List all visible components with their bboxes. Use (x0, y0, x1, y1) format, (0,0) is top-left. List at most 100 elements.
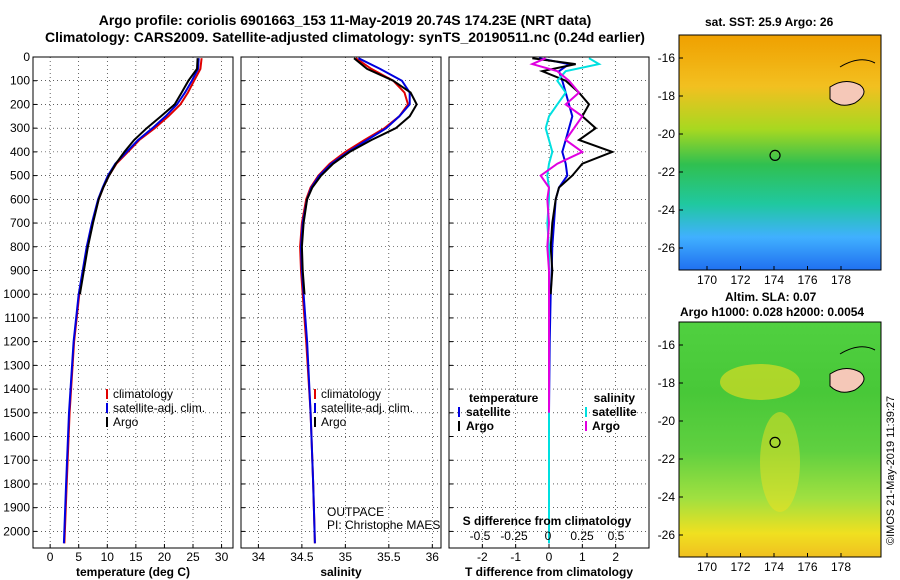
panel-2 (448, 56, 650, 549)
x-tick-label: 36 (426, 550, 440, 564)
map-x-tick-label: 178 (831, 273, 851, 287)
title-line-1: Argo profile: coriolis 6901663_153 11-Ma… (98, 12, 592, 28)
sst-map-title: sat. SST: 25.9 Argo: 26 (705, 15, 834, 29)
map-x-tick-label: 170 (697, 560, 717, 574)
depth-tick-label: 700 (10, 216, 30, 230)
legend-title: salinity (594, 391, 636, 405)
map-y-tick-label: -26 (658, 241, 676, 255)
map-y-tick-label: -16 (658, 51, 676, 65)
legend-label: satellite-adj. clim. (113, 401, 205, 415)
x-tick-label: -2 (477, 550, 488, 564)
credit-stamp: ©IMOS 21-May-2019 11:39:27 (885, 395, 897, 545)
panel-1 (240, 56, 442, 549)
top-tick-label: -0.5 (470, 529, 491, 543)
depth-tick-label: 1500 (3, 406, 30, 420)
depth-tick-label: 600 (10, 192, 30, 206)
x-tick-label: 0 (546, 550, 553, 564)
x-tick-label: 30 (215, 550, 229, 564)
x-tick-label: 35 (339, 550, 353, 564)
legend-label: satellite (466, 405, 511, 419)
x-axis-label: T difference from climatology (465, 565, 633, 579)
depth-tick-label: 500 (10, 169, 30, 183)
series-satellite-adj-clim- (299, 57, 411, 544)
island-shape (829, 81, 865, 106)
title-line-2: Climatology: CARS2009. Satellite-adjuste… (45, 29, 645, 45)
depth-tick-label: 100 (10, 74, 30, 88)
x-tick-label: 10 (101, 550, 115, 564)
legend-label: satellite (592, 405, 637, 419)
depth-tick-label: 1800 (3, 477, 30, 491)
map-y-tick-label: -18 (658, 89, 676, 103)
depth-tick-label: 1600 (3, 430, 30, 444)
argo-position-marker (769, 149, 781, 162)
x-axis-label: temperature (deg C) (76, 565, 190, 579)
series-t-argo (532, 57, 616, 295)
x-tick-label: 35.5 (377, 550, 401, 564)
x-tick-label: 20 (158, 550, 172, 564)
legend-label: satellite-adj. clim. (321, 401, 413, 415)
legend-label: climatology (321, 387, 381, 401)
map-y-tick-label: -26 (658, 528, 676, 542)
map-y-tick-label: -24 (658, 490, 676, 504)
legend-label: climatology (113, 387, 173, 401)
depth-tick-label: 0 (23, 50, 30, 64)
map-x-tick-label: 176 (797, 273, 817, 287)
map-y-tick-label: -18 (658, 376, 676, 390)
annotation-label: PI: Christophe MAES (327, 518, 440, 532)
depth-tick-label: 300 (10, 121, 30, 135)
depth-tick-label: 1200 (3, 335, 30, 349)
map-x-tick-label: 174 (764, 273, 784, 287)
map-y-tick-label: -20 (658, 414, 676, 428)
x-tick-label: 34.5 (290, 550, 314, 564)
x-axis-label: salinity (320, 565, 362, 579)
top-tick-label: 0.25 (570, 529, 594, 543)
legend-label: Argo (592, 419, 620, 433)
depth-tick-label: 1400 (3, 382, 30, 396)
x-tick-label: 15 (129, 550, 143, 564)
depth-tick-label: 1700 (3, 453, 30, 467)
map-y-tick-label: -22 (658, 165, 676, 179)
x-tick-label: 34 (252, 550, 266, 564)
coastline (839, 59, 876, 68)
annotation-label: OUTPACE (327, 505, 384, 519)
panel-frame (240, 56, 442, 549)
sla-map (678, 321, 882, 558)
map-y-tick-label: -22 (658, 452, 676, 466)
series-argo (300, 57, 418, 295)
legend-label: Argo (321, 415, 347, 429)
top-axis-label: S difference from climatology (463, 514, 632, 528)
legend-label: Argo (466, 419, 494, 433)
series-t-satellite (538, 57, 574, 544)
map-x-tick-label: 178 (831, 560, 851, 574)
depth-tick-label: 1100 (4, 311, 30, 325)
depth-tick-label: 800 (10, 240, 30, 254)
coastline (839, 346, 876, 355)
x-tick-label: 1 (579, 550, 586, 564)
x-tick-label: 0 (47, 550, 54, 564)
panel-0 (32, 56, 234, 549)
sla-map-subtitle: Argo h1000: 0.028 h2000: 0.0054 (680, 305, 865, 319)
series-s-argo (529, 57, 585, 413)
depth-tick-label: 900 (10, 263, 30, 277)
x-tick-label: -1 (510, 550, 521, 564)
map-x-tick-label: 172 (730, 273, 750, 287)
map-x-tick-label: 174 (764, 560, 784, 574)
map-y-tick-label: -20 (658, 127, 676, 141)
depth-tick-label: 2000 (3, 524, 30, 538)
map-y-tick-label: -24 (658, 203, 676, 217)
top-tick-label: 0.5 (608, 529, 625, 543)
map-x-tick-label: 172 (730, 560, 750, 574)
map-blob (760, 412, 800, 512)
top-tick-label: 0 (545, 529, 552, 543)
x-tick-label: 25 (186, 550, 200, 564)
panel-frame (32, 56, 234, 549)
map-blob (720, 364, 800, 400)
depth-tick-label: 400 (10, 145, 30, 159)
map-y-tick-label: -16 (658, 338, 676, 352)
map-x-tick-label: 170 (697, 273, 717, 287)
legend-title: temperature (469, 391, 539, 405)
sla-map-title: Altim. SLA: 0.07 (725, 290, 817, 304)
x-tick-label: 2 (612, 550, 619, 564)
argo-position-marker (769, 436, 781, 449)
